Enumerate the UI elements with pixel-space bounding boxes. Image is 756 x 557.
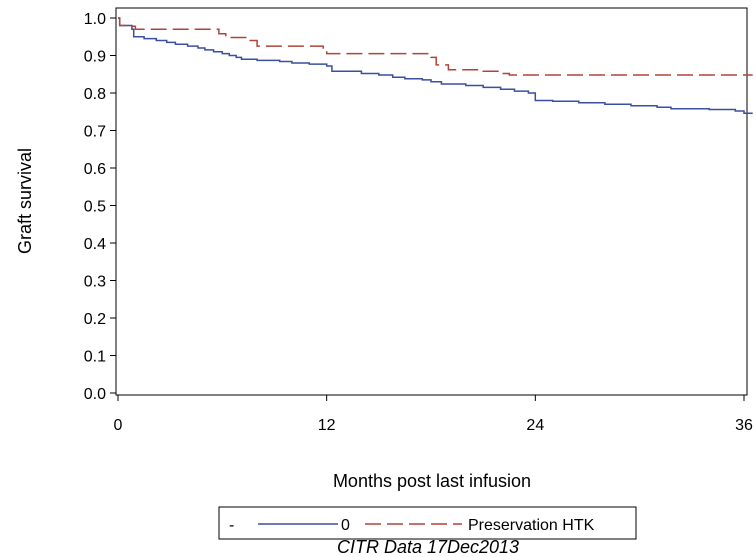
legend: - 0 Preservation HTK: [218, 506, 637, 540]
y-tick-label-10: 1.0: [84, 11, 106, 28]
y-tick-label-6: 0.6: [84, 161, 106, 178]
y-tick-label-4: 0.4: [84, 236, 106, 253]
y-tick-label-9: 0.9: [84, 49, 106, 66]
legend-label-0: 0: [341, 517, 350, 534]
y-tick-label-0: 0.0: [84, 386, 106, 403]
legend-label-1: Preservation HTK: [468, 517, 595, 534]
legend-box: [218, 506, 637, 540]
x-tick-label-0: 0: [114, 417, 123, 434]
footnote: CITR Data 17Dec2013: [337, 537, 519, 557]
x-tick-label-3: 36: [735, 417, 753, 434]
y-tick-label-2: 0.2: [84, 311, 106, 328]
x-axis: 0 12 24 36: [114, 395, 753, 434]
series-layer: [118, 17, 753, 115]
y-tick-label-8: 0.8: [84, 86, 106, 103]
series-line-0: [118, 17, 753, 115]
x-tick-label-1: 12: [318, 417, 336, 434]
plot-frame: [115, 7, 748, 396]
y-tick-label-1: 0.1: [84, 349, 106, 366]
y-axis-label: Graft survival: [15, 148, 35, 254]
x-tick-label-2: 24: [526, 417, 544, 434]
series-line-1: [118, 17, 753, 76]
y-tick-label-3: 0.3: [84, 274, 106, 291]
y-tick-label-5: 0.5: [84, 199, 106, 216]
legend-prefix: -: [229, 517, 234, 534]
x-axis-label: Months post last infusion: [333, 471, 531, 491]
y-axis: 0.0 0.1 0.2 0.3 0.4 0.5 0.6 0.7 0.8 0.9 1.0: [84, 11, 116, 403]
y-tick-label-7: 0.7: [84, 124, 106, 141]
